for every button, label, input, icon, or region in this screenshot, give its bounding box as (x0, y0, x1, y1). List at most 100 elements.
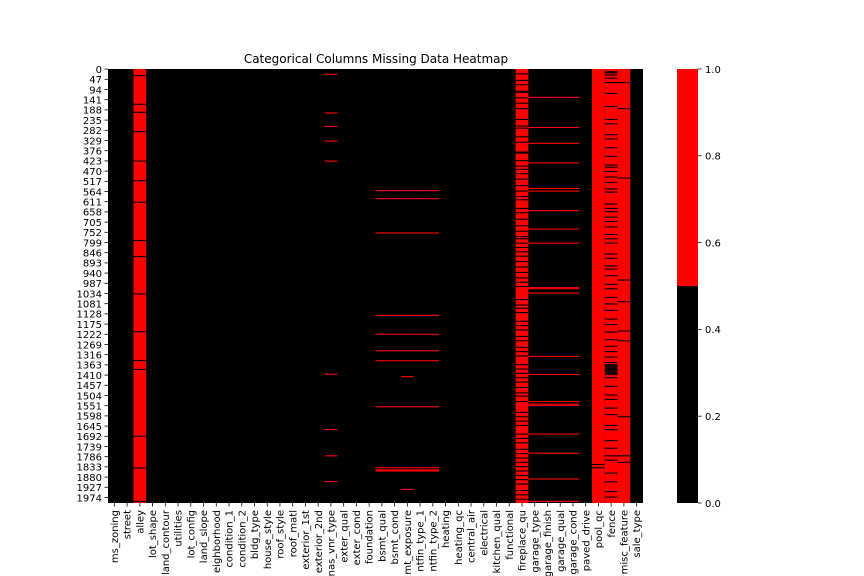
heatmap-cell-present (604, 323, 618, 326)
y-tick-label: 470 (83, 167, 102, 178)
heatmap-column-fence (604, 69, 618, 503)
heatmap-cell-present (604, 77, 618, 79)
heatmap-cell-missing (541, 162, 554, 164)
heatmap-cell-missing (388, 406, 401, 408)
heatmap-cell-present (604, 220, 618, 222)
heatmap-cell-present (604, 407, 618, 409)
heatmap-cell-present (133, 368, 147, 370)
heatmap-cell-missing (324, 73, 338, 75)
heatmap-cell-missing (541, 96, 554, 98)
heatmap-cell-present (604, 440, 618, 442)
heatmap-cell-present (133, 160, 147, 162)
heatmap-cell-missing (566, 433, 580, 435)
heatmap-cell-missing (541, 373, 554, 375)
y-tick-label: 940 (83, 269, 102, 280)
heatmap-cell-missing (388, 469, 401, 471)
heatmap-cell-missing (566, 403, 580, 405)
x-tick-label: fence (607, 510, 618, 538)
heatmap-cell-missing (566, 242, 580, 244)
heatmap-cell-present (604, 233, 618, 236)
heatmap-cell-missing (566, 500, 580, 502)
heatmap-cell-present (515, 386, 529, 389)
heatmap-cell-present (133, 500, 147, 502)
heatmap-cell-present (133, 239, 147, 242)
heatmap-cell-missing (566, 142, 580, 144)
heatmap-cell-missing (528, 500, 542, 502)
heatmap-cell-missing (541, 403, 554, 405)
colorbar-segment-present (677, 286, 698, 503)
heatmap-cell-present (515, 329, 529, 331)
heatmap-cell-missing (553, 162, 567, 164)
heatmap-cell-missing (528, 142, 542, 144)
heatmap-cell-present (515, 125, 529, 127)
heatmap-cell-missing (528, 288, 542, 290)
y-tick-label: 188 (83, 106, 102, 117)
heatmap-cell-present (617, 279, 631, 281)
heatmap-cell-present (515, 127, 529, 129)
heatmap-cell-missing (324, 125, 338, 127)
heatmap-cell-missing (528, 228, 542, 230)
heatmap-cell-present (515, 246, 529, 249)
colorbar: 0.0 0.2 0.4 0.6 0.8 1.0 (677, 65, 721, 510)
x-tick-label: exterior_1st (301, 510, 312, 570)
heatmap-cell-present (515, 304, 529, 306)
heatmap-cell-missing (553, 433, 567, 435)
heatmap-cell-missing (400, 333, 414, 335)
heatmap-cell-present (604, 265, 618, 267)
heatmap-cell-present (604, 496, 618, 498)
y-tick-label: 1034 (77, 289, 102, 300)
x-tick-label: utilities (174, 510, 185, 547)
heatmap-cell-missing (388, 198, 401, 200)
heatmap-cell-missing (388, 467, 401, 469)
heatmap-cell-missing (553, 373, 567, 375)
heatmap-cell-present (604, 372, 618, 374)
heatmap-cell-missing (566, 96, 580, 98)
heatmap-cell-missing (388, 350, 401, 352)
y-tick-label: 1269 (77, 340, 102, 351)
x-tick-label: fireplace_qu (518, 510, 529, 571)
heatmap-cell-present (515, 185, 529, 187)
heatmap-cell-present (604, 365, 618, 367)
x-tick-label: lot_shape (148, 510, 159, 558)
heatmap-cell-present (515, 307, 529, 309)
heatmap-cell-present (604, 318, 618, 320)
heatmap-cell-missing (413, 190, 427, 192)
heatmap-cell-present (133, 435, 147, 437)
heatmap-cell-present (515, 102, 529, 104)
y-tick-label: 1363 (77, 361, 102, 372)
heatmap-cell-missing (541, 126, 554, 129)
heatmap-cell-missing (426, 406, 440, 408)
heatmap-cell-missing (553, 404, 567, 407)
y-tick-label: 752 (83, 228, 102, 239)
heatmap-cell-present (604, 118, 618, 121)
heatmap-cell-present (515, 474, 529, 476)
heatmap-cell-present (515, 190, 529, 192)
heatmap-cell-present (604, 134, 618, 136)
heatmap-cell-present (604, 370, 618, 372)
heatmap-column-misc_feature (617, 69, 631, 503)
heatmap-cell-missing (324, 140, 338, 142)
heatmap-column-garage_cond (566, 96, 580, 502)
heatmap-cell-missing (426, 360, 440, 362)
heatmap-cell-present (515, 151, 529, 153)
heatmap-cell-present (604, 447, 618, 449)
heatmap-cell-missing (541, 433, 554, 435)
heatmap-cell-present (515, 489, 529, 492)
y-tick-label: 1739 (77, 442, 102, 453)
heatmap-cell-missing (528, 287, 542, 289)
heatmap-cell-present (515, 195, 529, 198)
heatmap-cell-missing (528, 373, 542, 375)
heatmap-plot-area (108, 69, 643, 503)
heatmap-cell-present (515, 199, 529, 201)
heatmap-cell-missing (553, 228, 567, 230)
heatmap-column-bsmtfin_type_2 (426, 190, 440, 472)
heatmap-cell-present (604, 371, 618, 373)
heatmap-cell-present (604, 331, 618, 333)
heatmap-cell-present (604, 207, 618, 209)
heatmap-cell-present (515, 286, 529, 288)
heatmap-cell-column-misc_feature (617, 69, 631, 503)
heatmap-cell-present (617, 455, 631, 457)
y-tick-label: 1974 (77, 493, 102, 504)
heatmap-column-garage_type (528, 96, 542, 502)
y-tick-label: 846 (83, 248, 102, 259)
